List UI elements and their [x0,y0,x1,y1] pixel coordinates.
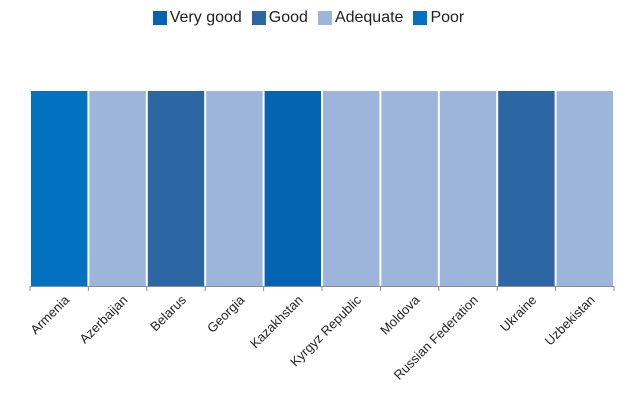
legend-swatch-adequate [317,11,332,25]
bar-belarus [147,91,205,286]
legend-swatch-good [251,11,266,25]
legend-item-adequate: Adequate [317,9,404,27]
legend-item-very-good: Very good [152,9,242,27]
legend-swatch-poor [413,11,428,25]
bar-azerbaijan [89,91,146,286]
x-tick-label: Belarus [147,292,189,334]
legend-swatch-very-good [152,11,167,25]
legend-label-good: Good [268,9,308,26]
x-tick-label: Moldova [377,292,423,338]
legend-item-good: Good [251,9,308,27]
bar-uzbekistan [556,91,613,286]
bar-georgia [206,91,263,286]
x-tick-label: Armenia [27,292,72,337]
x-tick-label: Azerbaijan [76,292,130,346]
legend: Very good Good Adequate Poor [0,9,617,27]
legend-label-poor: Poor [430,9,465,26]
legend-label-very-good: Very good [169,9,242,26]
bar-kyrgyz-republic [323,91,380,286]
bar-moldova [381,91,438,286]
x-tick-label: Kazakhstan [247,292,306,351]
bar-kazakhstan [264,91,321,286]
x-tick-label: Georgia [204,292,248,336]
bar-armenia [31,91,88,286]
legend-item-poor: Poor [413,9,464,27]
x-tick-label: Ukraine [497,292,539,334]
legend-label-adequate: Adequate [334,9,404,26]
x-tick-label: Uzbekistan [542,292,598,348]
bar-ukraine [498,91,555,286]
bar-russian-federation [439,91,497,286]
